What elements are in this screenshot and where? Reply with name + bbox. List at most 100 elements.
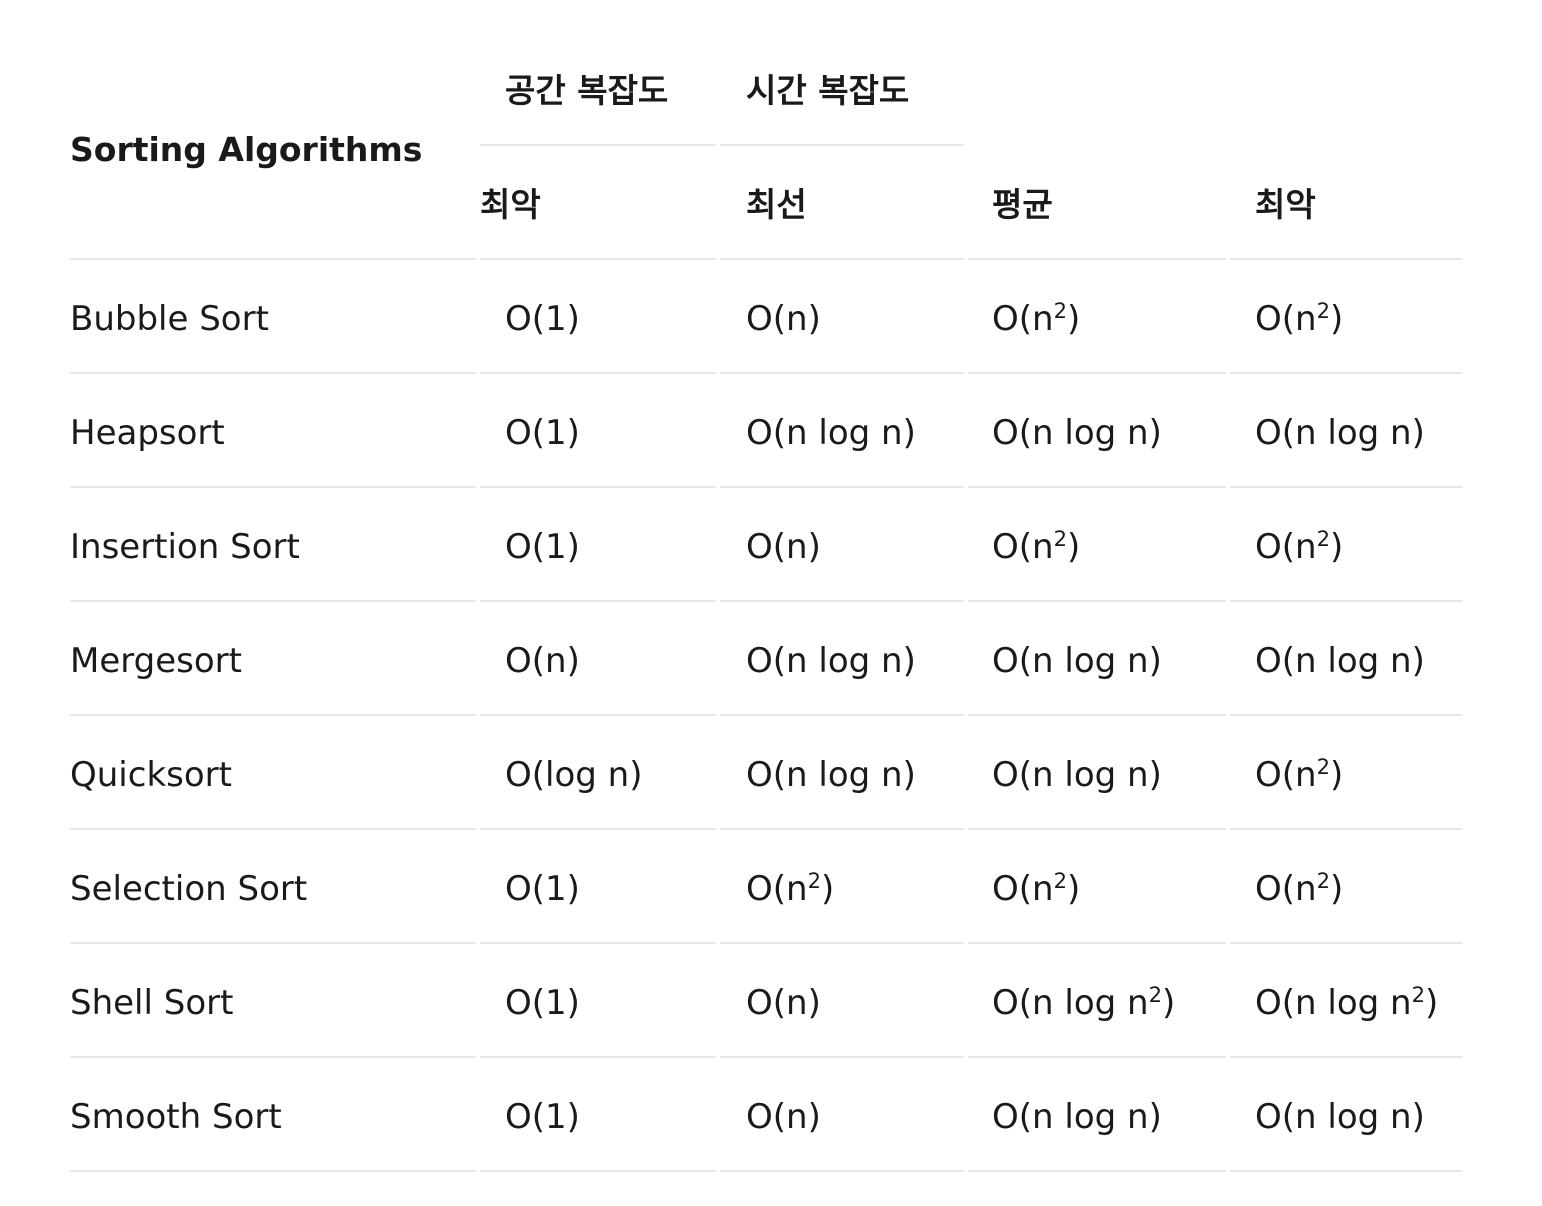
row-divider [480, 1170, 716, 1172]
complexity-cell-space-worst: O(1) [505, 416, 580, 450]
complexity-cell-time-worst: O(n log n) [1255, 1100, 1425, 1134]
complexity-tail: ) [1330, 299, 1344, 339]
complexity-base: O(n log n [992, 983, 1149, 1023]
complexity-cell-space-worst: O(log n) [505, 758, 642, 792]
complexity-cell-space-worst: O(n) [505, 644, 580, 678]
complexity-cell-time-best: O(n) [746, 530, 821, 564]
row-divider [1230, 1056, 1462, 1058]
complexity-cell-time-best: O(n) [746, 302, 821, 336]
complexity-cell-space-worst: O(1) [505, 1100, 580, 1134]
complexity-tail: ) [1067, 527, 1081, 567]
complexity-base: O(n log n) [746, 641, 916, 681]
complexity-exponent: 2 [807, 868, 821, 894]
complexity-cell-time-average: O(n log n) [992, 1100, 1162, 1134]
complexity-exponent: 2 [1316, 298, 1330, 324]
complexity-cell-time-worst: O(n log n) [1255, 644, 1425, 678]
complexity-base: O(1) [505, 413, 580, 453]
complexity-base: O(n log n) [992, 641, 1162, 681]
row-divider [1230, 714, 1462, 716]
complexity-base: O(n) [746, 299, 821, 339]
row-divider [70, 942, 476, 944]
row-divider [720, 600, 964, 602]
complexity-cell-time-average: O(n log n) [992, 758, 1162, 792]
complexity-cell-time-average: O(n2) [992, 869, 1081, 909]
row-divider [70, 600, 476, 602]
complexity-exponent: 2 [1316, 754, 1330, 780]
sub-header-time-average: 평균 [992, 185, 1053, 224]
complexity-base: O(n) [746, 983, 821, 1023]
group-header-divider [480, 144, 716, 146]
complexity-cell-time-worst: O(n log n2) [1255, 983, 1438, 1023]
row-divider [968, 1170, 1226, 1172]
complexity-cell-time-average: O(n log n) [992, 644, 1162, 678]
complexity-base: O(log n) [505, 755, 643, 795]
complexity-cell-space-worst: O(1) [505, 302, 580, 336]
complexity-cell-time-worst: O(n2) [1255, 755, 1344, 795]
row-divider [720, 1056, 964, 1058]
algorithm-name: Quicksort [70, 755, 232, 795]
complexity-exponent: 2 [1316, 868, 1330, 894]
complexity-exponent: 2 [1053, 526, 1067, 552]
complexity-base: O(n) [505, 641, 580, 681]
complexity-base: O(n [1255, 527, 1317, 567]
sub-header-time-worst: 최악 [1255, 185, 1316, 224]
row-divider [70, 258, 476, 260]
row-divider [720, 942, 964, 944]
complexity-base: O(n log n) [746, 413, 916, 453]
row-divider [968, 600, 1226, 602]
row-divider [70, 1170, 476, 1172]
complexity-cell-time-best: O(n2) [746, 869, 835, 909]
complexity-tail: ) [821, 869, 835, 909]
row-divider [70, 486, 476, 488]
algorithm-name: Smooth Sort [70, 1097, 282, 1137]
algorithm-name: Selection Sort [70, 869, 308, 909]
row-divider [70, 828, 476, 830]
row-divider [968, 258, 1226, 260]
row-divider [720, 1170, 964, 1172]
row-divider [968, 1056, 1226, 1058]
complexity-exponent: 2 [1053, 298, 1067, 324]
row-divider [720, 372, 964, 374]
complexity-tail: ) [1067, 869, 1081, 909]
row-divider [70, 372, 476, 374]
row-divider [480, 486, 716, 488]
complexity-base: O(1) [505, 299, 580, 339]
complexity-base: O(n [1255, 299, 1317, 339]
row-divider [480, 600, 716, 602]
complexity-base: O(n log n) [746, 755, 916, 795]
complexity-exponent: 2 [1316, 526, 1330, 552]
complexity-exponent: 2 [1053, 868, 1067, 894]
algorithm-name: Shell Sort [70, 983, 234, 1023]
row-divider [480, 1056, 716, 1058]
complexity-base: O(1) [505, 869, 580, 909]
row-divider [968, 486, 1226, 488]
complexity-cell-space-worst: O(1) [505, 530, 580, 564]
row-divider [1230, 828, 1462, 830]
complexity-exponent: 2 [1411, 982, 1425, 1008]
sub-header-space-worst: 최악 [480, 185, 541, 224]
row-divider [480, 372, 716, 374]
row-divider [1230, 600, 1462, 602]
complexity-base: O(n log n) [992, 755, 1162, 795]
row-divider [480, 942, 716, 944]
complexity-tail: ) [1162, 983, 1176, 1023]
complexity-base: O(n log n) [992, 413, 1162, 453]
complexity-tail: ) [1330, 755, 1344, 795]
row-divider [1230, 942, 1462, 944]
group-header-time-complexity: 시간 복잡도 [746, 71, 910, 110]
row-divider [1230, 1170, 1462, 1172]
row-divider [1230, 372, 1462, 374]
complexity-base: O(n log n [1255, 983, 1412, 1023]
complexity-base: O(n [1255, 755, 1317, 795]
complexity-cell-time-best: O(n log n) [746, 416, 916, 450]
group-header-space-complexity: 공간 복잡도 [505, 71, 669, 110]
complexity-tail: ) [1330, 869, 1344, 909]
complexity-tail: ) [1330, 527, 1344, 567]
row-divider [968, 828, 1226, 830]
complexity-base: O(n [746, 869, 808, 909]
complexity-cell-time-best: O(n) [746, 986, 821, 1020]
algorithm-name: Mergesort [70, 641, 242, 681]
row-divider [480, 714, 716, 716]
row-divider [1230, 486, 1462, 488]
row-divider [968, 714, 1226, 716]
